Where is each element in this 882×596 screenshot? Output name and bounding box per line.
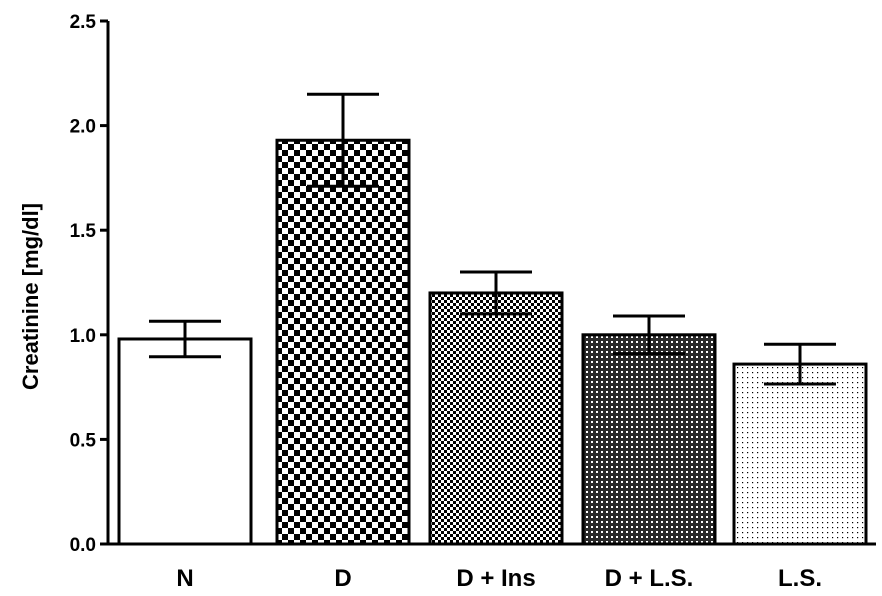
error-bar bbox=[149, 319, 221, 359]
error-bar bbox=[307, 92, 379, 188]
x-category-label: L.S. bbox=[778, 565, 822, 592]
y-tick-label: 0.0 bbox=[70, 535, 96, 556]
x-category-label: D bbox=[334, 565, 351, 592]
y-axis-ticks: 0.0 0.5 1.0 1.5 2.0 2.5 bbox=[70, 12, 108, 556]
error-bars bbox=[149, 92, 836, 386]
y-tick-label: 1.5 bbox=[70, 221, 97, 242]
bar-l-s bbox=[732, 362, 868, 546]
y-tick-label: 2.0 bbox=[70, 117, 96, 138]
y-axis-title: Creatinine [mg/dl] bbox=[18, 203, 43, 390]
x-axis-labels: N D D + Ins D + L.S. L.S. bbox=[176, 565, 822, 592]
y-tick-label: 1.0 bbox=[70, 326, 96, 347]
x-category-label: D + L.S. bbox=[605, 565, 694, 592]
bar-d-ins bbox=[428, 291, 564, 546]
error-bar bbox=[613, 314, 685, 356]
bars bbox=[117, 138, 868, 546]
y-tick-label: 2.5 bbox=[70, 12, 97, 33]
error-bar bbox=[460, 270, 532, 316]
x-category-label: N bbox=[176, 565, 193, 592]
y-tick-label: 0.5 bbox=[70, 430, 97, 451]
bar-d-l-s bbox=[581, 333, 717, 546]
bar-d bbox=[275, 138, 411, 546]
x-category-label: D + Ins bbox=[456, 565, 535, 592]
bar-n bbox=[117, 337, 253, 546]
error-bar bbox=[764, 342, 836, 386]
